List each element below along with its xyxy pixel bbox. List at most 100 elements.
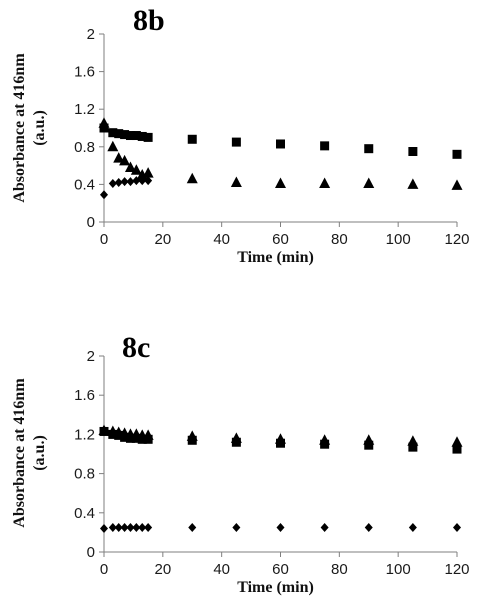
data-point-square bbox=[137, 434, 147, 444]
y-tick-label: 0.4 bbox=[74, 505, 95, 522]
data-point-square bbox=[120, 130, 130, 140]
x-tick-label: 40 bbox=[213, 561, 230, 578]
data-point-diamond bbox=[108, 523, 117, 532]
data-point-triangle bbox=[230, 176, 242, 188]
data-point-square bbox=[320, 141, 330, 151]
data-point-square bbox=[125, 433, 135, 443]
x-tick-label: 120 bbox=[444, 561, 469, 578]
data-point-square bbox=[452, 149, 462, 159]
data-point-triangle bbox=[107, 140, 119, 152]
data-point-square bbox=[187, 435, 197, 445]
x-axis-title: Time (min) bbox=[237, 579, 314, 596]
data-point-square bbox=[131, 131, 141, 141]
y-tick-label: 2 bbox=[87, 348, 95, 365]
data-point-square bbox=[320, 439, 330, 449]
data-point-square bbox=[99, 426, 109, 436]
data-point-square bbox=[108, 429, 118, 439]
data-point-triangle bbox=[451, 436, 463, 447]
y-axis-title: Absorbance at 416nm (a.u.) bbox=[11, 378, 48, 528]
data-point-square bbox=[120, 432, 130, 442]
series-triangle bbox=[98, 117, 463, 190]
y-tick-label: 1.6 bbox=[74, 387, 95, 404]
data-point-diamond bbox=[126, 523, 135, 532]
panel-title: 8b bbox=[133, 4, 165, 37]
data-point-diamond bbox=[276, 523, 285, 532]
y-tick-label: 0.4 bbox=[74, 176, 95, 193]
data-point-diamond bbox=[408, 523, 417, 532]
data-point-square bbox=[114, 129, 124, 139]
data-point-triangle bbox=[130, 164, 142, 175]
data-point-triangle bbox=[119, 154, 131, 166]
data-point-square bbox=[408, 442, 418, 452]
y-tick-label: 1.6 bbox=[74, 64, 95, 81]
x-tick-label: 40 bbox=[213, 231, 230, 248]
x-tick-label: 20 bbox=[154, 561, 171, 578]
panel-title: 8c bbox=[122, 331, 150, 364]
data-point-triangle bbox=[363, 177, 375, 188]
data-point-diamond bbox=[126, 177, 135, 187]
data-point-square bbox=[114, 430, 124, 440]
y-tick-label: 0 bbox=[87, 214, 95, 231]
data-point-diamond bbox=[144, 523, 153, 532]
y-tick-label: 0.8 bbox=[74, 139, 95, 156]
data-point-triangle bbox=[124, 161, 136, 172]
x-tick-label: 100 bbox=[386, 561, 411, 578]
x-tick-label: 20 bbox=[154, 231, 171, 248]
y-tick-label: 0 bbox=[87, 544, 95, 561]
data-point-diamond bbox=[132, 176, 141, 186]
x-tick-label: 100 bbox=[386, 231, 411, 248]
data-point-triangle bbox=[319, 177, 331, 188]
data-point-square bbox=[187, 134, 197, 144]
data-point-square bbox=[276, 139, 285, 149]
data-point-diamond bbox=[108, 178, 117, 188]
data-point-square bbox=[125, 131, 135, 141]
data-point-square bbox=[137, 131, 147, 141]
data-point-diamond bbox=[364, 523, 373, 532]
data-point-diamond bbox=[114, 178, 123, 188]
x-tick-label: 60 bbox=[272, 561, 289, 578]
data-point-square bbox=[143, 132, 153, 142]
data-point-diamond bbox=[138, 523, 147, 532]
data-point-diamond bbox=[320, 523, 329, 532]
x-tick-label: 0 bbox=[100, 561, 108, 578]
data-point-triangle bbox=[407, 178, 419, 189]
data-point-square bbox=[452, 444, 462, 454]
data-point-triangle bbox=[451, 179, 463, 190]
data-point-triangle bbox=[275, 177, 286, 188]
x-axis-title: Time (min) bbox=[237, 249, 314, 266]
data-point-diamond bbox=[232, 523, 241, 532]
data-point-square bbox=[231, 437, 241, 447]
data-point-triangle bbox=[186, 172, 198, 184]
data-point-diamond bbox=[120, 523, 129, 532]
x-tick-label: 80 bbox=[331, 561, 348, 578]
x-tick-label: 120 bbox=[444, 231, 469, 248]
data-point-square bbox=[108, 128, 118, 138]
data-point-diamond bbox=[132, 523, 141, 532]
y-tick-label: 0.8 bbox=[74, 466, 95, 483]
data-point-square bbox=[143, 434, 153, 444]
series-diamond bbox=[100, 523, 461, 533]
series-diamond bbox=[100, 176, 153, 200]
y-tick-label: 1.2 bbox=[74, 426, 95, 443]
data-point-triangle bbox=[98, 117, 110, 128]
y-axis-title: Absorbance at 416nm (a.u.) bbox=[11, 53, 48, 203]
data-point-diamond bbox=[100, 190, 108, 200]
data-point-square bbox=[131, 433, 141, 443]
series-square bbox=[99, 426, 462, 454]
y-tick-label: 2 bbox=[87, 26, 95, 43]
data-point-diamond bbox=[188, 523, 197, 532]
data-point-square bbox=[364, 144, 374, 154]
data-point-diamond bbox=[144, 176, 153, 186]
data-point-triangle bbox=[113, 152, 125, 163]
data-point-square bbox=[276, 438, 285, 448]
data-point-diamond bbox=[114, 523, 123, 532]
data-point-square bbox=[231, 137, 241, 147]
data-point-diamond bbox=[138, 176, 147, 186]
data-point-square bbox=[364, 440, 374, 450]
series-square bbox=[99, 123, 462, 159]
data-point-square bbox=[99, 123, 109, 133]
y-tick-label: 1.2 bbox=[74, 101, 95, 118]
